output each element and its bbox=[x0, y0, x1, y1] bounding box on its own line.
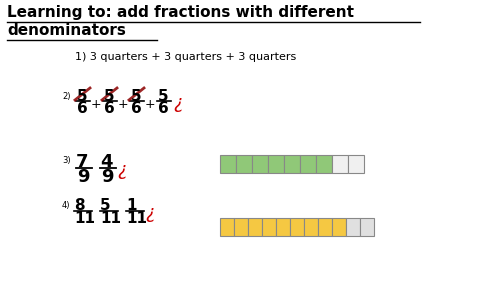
Text: 9: 9 bbox=[101, 168, 114, 186]
Bar bbox=[248, 218, 262, 236]
Text: 6: 6 bbox=[131, 101, 142, 116]
Bar bbox=[276, 218, 290, 236]
Text: ¿: ¿ bbox=[145, 204, 154, 222]
Bar bbox=[262, 218, 276, 236]
Text: 5: 5 bbox=[104, 89, 115, 104]
Text: +: + bbox=[118, 98, 128, 111]
Bar bbox=[316, 155, 332, 173]
Bar bbox=[332, 155, 348, 173]
Bar bbox=[304, 218, 318, 236]
Text: +: + bbox=[91, 98, 102, 111]
Bar bbox=[252, 155, 268, 173]
Text: 5: 5 bbox=[77, 89, 88, 104]
Text: 1) 3 quarters + 3 quarters + 3 quarters: 1) 3 quarters + 3 quarters + 3 quarters bbox=[75, 52, 296, 62]
Text: 11: 11 bbox=[74, 211, 95, 226]
Bar bbox=[346, 218, 360, 236]
Text: 6: 6 bbox=[104, 101, 115, 116]
Text: 5: 5 bbox=[131, 89, 141, 104]
Text: 2): 2) bbox=[62, 92, 70, 101]
Text: 7: 7 bbox=[76, 153, 88, 171]
Bar bbox=[360, 218, 374, 236]
Bar bbox=[220, 218, 234, 236]
Bar bbox=[220, 155, 236, 173]
Text: 11: 11 bbox=[126, 211, 147, 226]
Text: 9: 9 bbox=[77, 168, 90, 186]
Text: ¿: ¿ bbox=[173, 94, 182, 112]
Bar bbox=[318, 218, 332, 236]
Text: Learning to: add fractions with different: Learning to: add fractions with differen… bbox=[7, 5, 354, 20]
Text: 4): 4) bbox=[62, 201, 70, 210]
Bar bbox=[300, 155, 316, 173]
Text: denominators: denominators bbox=[7, 23, 126, 38]
Text: 4: 4 bbox=[100, 153, 112, 171]
Text: 1: 1 bbox=[126, 198, 136, 213]
Bar bbox=[332, 218, 346, 236]
Text: 5: 5 bbox=[158, 89, 168, 104]
Text: 3): 3) bbox=[62, 156, 70, 165]
Text: 5: 5 bbox=[100, 198, 110, 213]
Bar bbox=[290, 218, 304, 236]
Bar bbox=[348, 155, 364, 173]
Text: 6: 6 bbox=[77, 101, 88, 116]
Text: 11: 11 bbox=[100, 211, 121, 226]
Text: 6: 6 bbox=[158, 101, 169, 116]
Text: ¿: ¿ bbox=[117, 161, 126, 179]
Bar bbox=[268, 155, 284, 173]
Text: 8: 8 bbox=[74, 198, 85, 213]
Bar bbox=[236, 155, 252, 173]
Text: +: + bbox=[145, 98, 156, 111]
Bar bbox=[284, 155, 300, 173]
Bar bbox=[234, 218, 248, 236]
